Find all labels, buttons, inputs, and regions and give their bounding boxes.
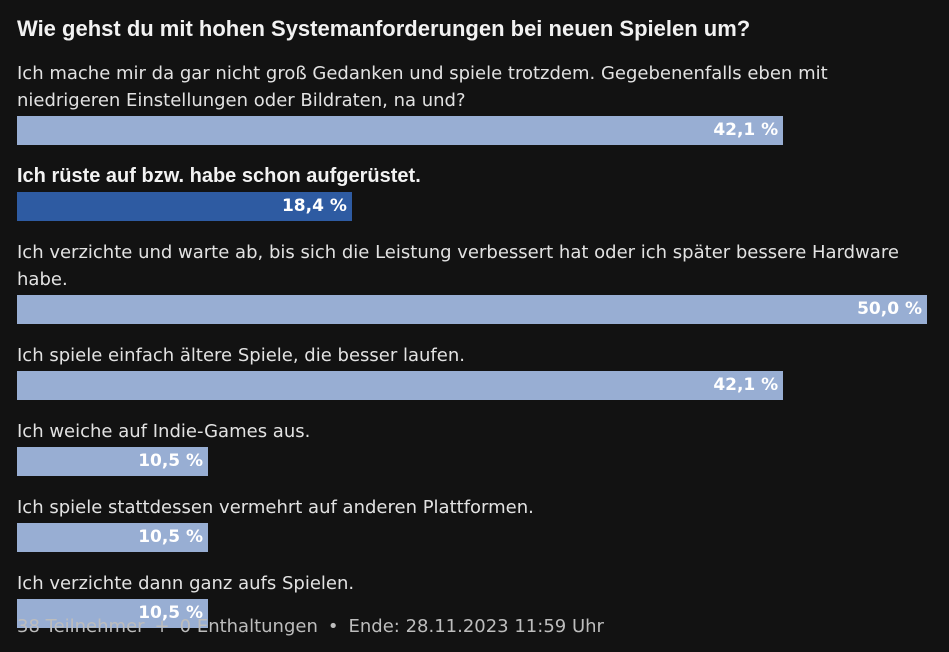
dot-separator: • [327,616,339,637]
poll-option-2: Ich rüste auf bzw. habe schon aufgerüste… [17,163,927,221]
poll-end-date: Ende: 28.11.2023 11:59 Uhr [348,616,604,637]
result-bar: 10,5 % [17,599,209,628]
result-bar: 10,5 % [17,523,209,552]
result-bar-track: 10,5 % [17,599,927,628]
result-percent: 18,4 % [281,196,347,216]
result-bar-track: 18,4 % [17,192,927,221]
result-percent: 10,5 % [138,451,204,471]
result-bar: 50,0 % [17,295,927,324]
result-percent: 10,5 % [138,603,204,623]
result-bar: 42,1 % [17,116,784,145]
result-bar: 18,4 % [17,192,352,221]
poll-option-4: Ich spiele einfach ältere Spiele, die be… [17,342,927,400]
option-label: Ich verzichte und warte ab, bis sich die… [17,242,899,290]
option-label: Ich verzichte dann ganz aufs Spielen. [17,573,355,594]
participant-count: 38 Teilnehmer [17,616,145,637]
result-percent: 42,1 % [713,120,779,140]
result-bar-track: 50,0 % [17,295,927,324]
poll-option-3: Ich verzichte und warte ab, bis sich die… [17,239,927,324]
result-bar: 10,5 % [17,447,209,476]
poll-options: Ich mache mir da gar nicht groß Gedanken… [17,60,927,628]
abstention-count: 0 Enthaltungen [179,616,318,637]
result-bar: 42,1 % [17,371,784,400]
option-label: Ich rüste auf bzw. habe schon aufgerüste… [17,165,421,187]
result-bar-track: 42,1 % [17,116,927,145]
poll-option-6: Ich spiele stattdessen vermehrt auf ande… [17,494,927,552]
poll-option-1: Ich mache mir da gar nicht groß Gedanken… [17,60,927,145]
option-label: Ich mache mir da gar nicht groß Gedanken… [17,63,828,111]
result-bar-track: 10,5 % [17,447,927,476]
plus-separator: + [154,616,170,637]
result-percent: 10,5 % [138,527,204,547]
poll-title: Wie gehst du mit hohen Systemanforderung… [17,16,751,41]
result-bar-track: 10,5 % [17,523,927,552]
result-percent: 50,0 % [857,299,922,319]
option-label: Ich spiele stattdessen vermehrt auf ande… [17,497,534,518]
poll-footer: 38 Teilnehmer +0 Enthaltungen • Ende: 28.11… [17,616,604,637]
result-percent: 42,1 % [713,375,779,395]
result-bar-track: 42,1 % [17,371,927,400]
poll-option-7: Ich verzichte dann ganz aufs Spielen. 10… [17,570,927,628]
option-label: Ich spiele einfach ältere Spiele, die be… [17,345,465,366]
option-label: Ich weiche auf Indie-Games aus. [17,421,311,442]
poll-option-5: Ich weiche auf Indie-Games aus. 10,5 % [17,418,927,476]
